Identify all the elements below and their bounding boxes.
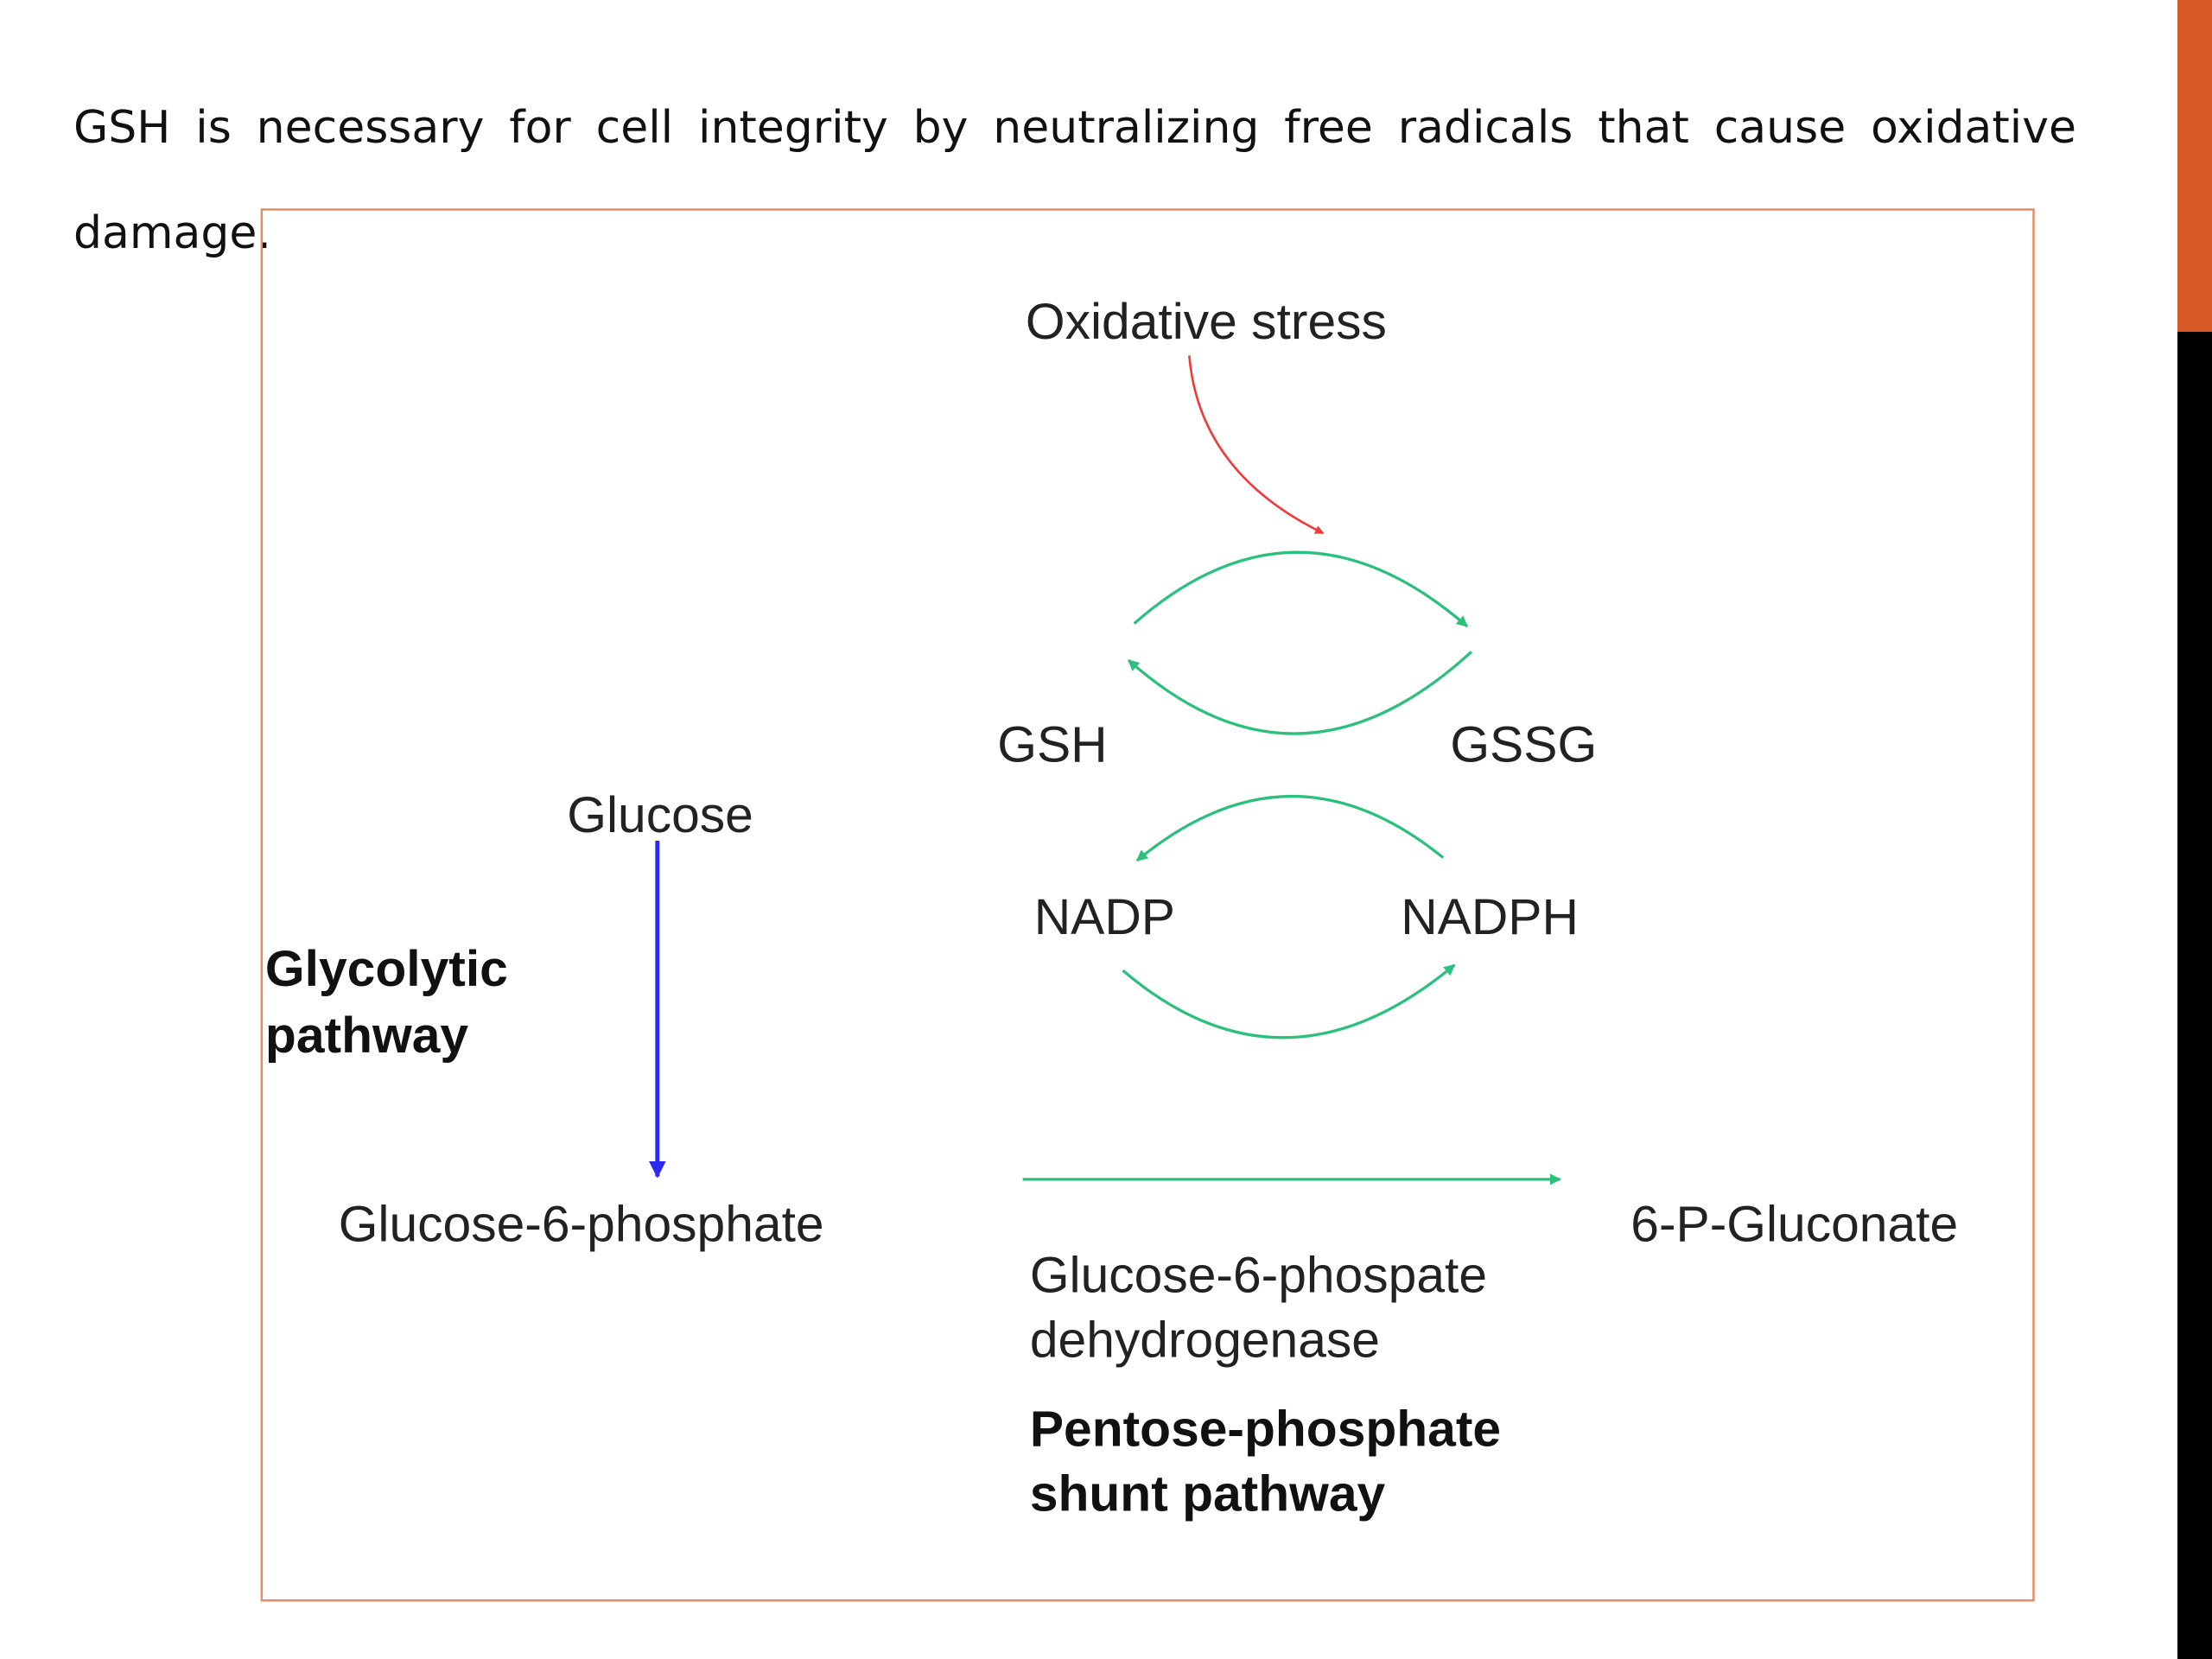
label-glucose: Glucose bbox=[567, 787, 753, 843]
label-enzyme-2: dehydrogenase bbox=[1030, 1313, 1380, 1369]
label-glycolytic-1: Glycolytic bbox=[265, 941, 508, 997]
paragraph-line-2: damage. bbox=[73, 207, 271, 259]
label-oxidative-stress: Oxidative stress bbox=[1026, 294, 1387, 350]
label-6-p-gluconate: 6-P-Gluconate bbox=[1630, 1197, 1958, 1253]
nadph-to-nadp-arrow bbox=[1135, 795, 1445, 862]
gssg-to-gsh-arrow bbox=[1128, 651, 1472, 735]
label-pentose-2: shunt pathway bbox=[1030, 1466, 1386, 1522]
gsh-to-gssg-arrow bbox=[1133, 550, 1469, 628]
nadp-to-nadph-arrow bbox=[1122, 963, 1456, 1039]
accent-bar bbox=[2177, 0, 2212, 332]
label-gsh: GSH bbox=[997, 717, 1107, 773]
label-pentose-1: Pentose-phosphate bbox=[1030, 1401, 1501, 1457]
label-nadph: NADPH bbox=[1401, 889, 1579, 945]
oxidative-stress-arrow bbox=[1188, 355, 1325, 535]
label-glycolytic-2: pathway bbox=[265, 1007, 468, 1064]
label-gssg: GSSG bbox=[1450, 717, 1597, 773]
paragraph-line-1: GSH is necessary for cell integrity by n… bbox=[73, 102, 2076, 154]
dark-side-bar bbox=[2177, 332, 2212, 1659]
diagram-frame bbox=[260, 208, 2035, 1602]
label-glucose-6-phosphate: Glucose-6-phosphate bbox=[339, 1197, 824, 1253]
label-enzyme-1: Glucose-6-phospate bbox=[1030, 1248, 1487, 1304]
label-nadp: NADP bbox=[1034, 889, 1175, 945]
